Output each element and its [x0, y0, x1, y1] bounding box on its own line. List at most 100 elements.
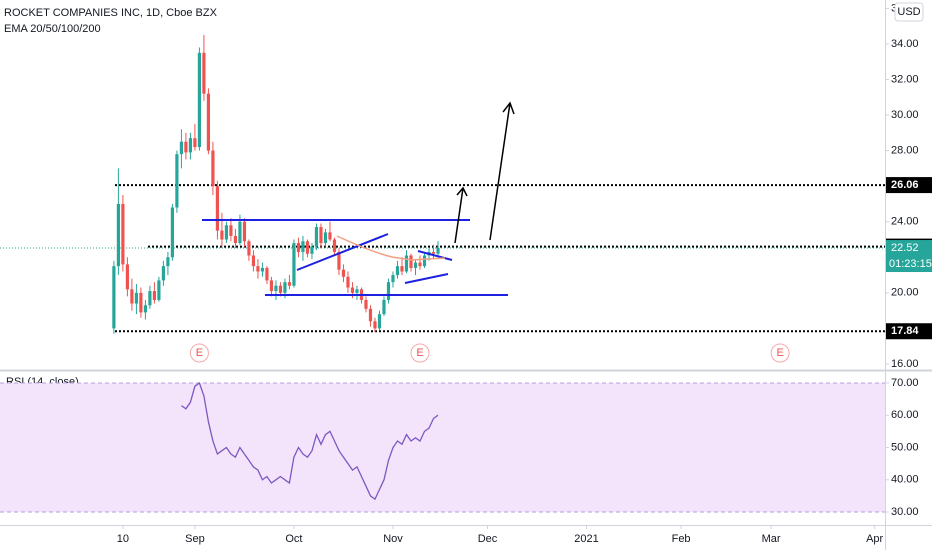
candle-body — [341, 269, 346, 277]
candle-body — [139, 292, 143, 313]
candle-body — [238, 221, 242, 244]
candle-body — [364, 299, 368, 309]
trend-line — [296, 233, 389, 271]
candle-body — [143, 305, 147, 313]
x-tick-label: Nov — [383, 533, 403, 545]
candle-body — [229, 225, 233, 236]
y-tick-label: 60.00 — [891, 409, 919, 421]
candle-body — [314, 227, 319, 247]
earnings-marker — [410, 343, 430, 363]
candle-body — [368, 308, 373, 322]
candle-body — [175, 154, 179, 208]
candle-body — [328, 232, 332, 240]
candle-body — [152, 291, 157, 300]
candle-body — [386, 282, 391, 300]
candle-body — [395, 266, 400, 276]
candle-body — [404, 255, 409, 272]
earnings-label: E — [776, 347, 783, 359]
candle-body — [233, 235, 238, 244]
candle-body — [202, 52, 206, 94]
x-tick-label: Mar — [762, 533, 781, 545]
candle-body — [170, 207, 175, 258]
y-tick-label: 40.00 — [891, 474, 919, 486]
y-tick-label: 24.00 — [891, 216, 919, 228]
candle-body — [413, 262, 418, 268]
candle-body — [247, 241, 251, 256]
level-label-box — [886, 323, 932, 340]
rsi-band — [0, 382, 885, 513]
x-tick-label: Oct — [285, 533, 302, 545]
arrow — [489, 101, 515, 241]
candle-body — [125, 264, 129, 290]
candle-body — [148, 291, 152, 306]
countdown: 01:23:15 — [889, 258, 932, 270]
candle-body — [112, 266, 116, 329]
x-tick-label: Feb — [672, 533, 691, 545]
trend-line — [417, 250, 453, 261]
y-tick-label: 70.00 — [891, 377, 919, 389]
candle-body — [269, 280, 274, 292]
candle-body — [355, 289, 359, 293]
candle-body — [350, 287, 355, 293]
candle-body — [130, 289, 134, 304]
candle-body — [179, 141, 184, 155]
candle-body — [373, 321, 377, 329]
candle-body — [206, 93, 211, 151]
currency-button — [894, 2, 924, 22]
candle-body — [409, 255, 413, 268]
y-tick-label: 20.00 — [891, 287, 919, 299]
candle-body — [431, 251, 436, 254]
candle-body — [193, 138, 197, 148]
arrow — [454, 186, 468, 244]
candle-body — [116, 203, 120, 267]
rsi-line — [181, 381, 439, 501]
candle-body — [296, 243, 301, 252]
y-tick-label: 16.00 — [891, 358, 919, 370]
ema-line — [336, 235, 446, 261]
candle-body — [242, 221, 247, 242]
candle-body — [220, 230, 224, 240]
y-tick-label: 34.00 — [891, 38, 919, 50]
candle-body — [377, 314, 382, 329]
candle-body — [184, 141, 188, 153]
candle-body — [337, 251, 341, 270]
candle-body — [287, 282, 292, 286]
candle-body — [418, 262, 422, 267]
earnings-label: E — [416, 347, 423, 359]
candle-body — [121, 203, 125, 265]
y-tick-label: 28.00 — [891, 145, 919, 157]
x-tick-label: Dec — [478, 533, 498, 545]
candle-body — [391, 275, 395, 283]
candle-body — [400, 266, 404, 272]
candle-body — [188, 138, 193, 153]
last-price-label: 22.52 — [891, 242, 919, 254]
candle-body — [382, 299, 386, 315]
candle-body — [319, 227, 323, 244]
y-tick-label: 32.00 — [891, 73, 919, 85]
x-tick-label: 2021 — [574, 533, 598, 545]
candle-body — [310, 246, 314, 254]
earnings-marker — [189, 343, 209, 363]
currency-label: USD — [897, 6, 920, 18]
candle-body — [278, 285, 283, 293]
candle-body — [260, 267, 265, 272]
candle-body — [161, 266, 166, 281]
candle-body — [166, 257, 170, 267]
earnings-label: E — [196, 347, 203, 359]
y-tick-label: 30.00 — [891, 506, 919, 518]
candle-body — [197, 52, 202, 148]
candle-body — [301, 241, 305, 252]
candle-body — [274, 285, 278, 292]
candle-body — [265, 267, 269, 281]
level-label-box — [886, 177, 932, 194]
candle-body — [323, 232, 328, 244]
candle-body — [157, 280, 161, 300]
candle-body — [211, 150, 215, 187]
last-price-box — [886, 240, 932, 273]
indicator-label: EMA 20/50/100/200 — [4, 23, 101, 35]
candle-body — [422, 255, 427, 267]
candle-body — [346, 276, 350, 288]
y-tick-label: 50.00 — [891, 441, 919, 453]
candle-body — [224, 225, 229, 240]
